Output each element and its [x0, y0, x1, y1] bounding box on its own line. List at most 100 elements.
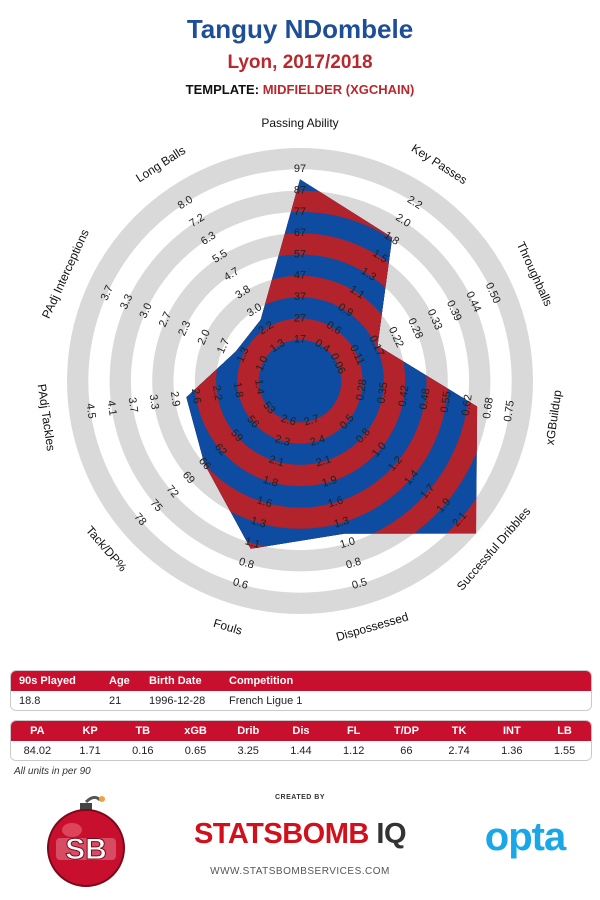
tick-label: 3.7: [126, 397, 140, 414]
stats-header-cell: FL: [346, 725, 361, 737]
tick-label: 1.7: [215, 337, 232, 356]
logo-text: SB: [65, 833, 107, 866]
stats-value-cell: 0.65: [184, 744, 207, 757]
tick-label: 77: [294, 206, 306, 218]
stats-header-cell: KP: [82, 725, 98, 737]
stats-table: PA KP TB xGB Drib Dis FL T/DP TK INT LB 84.02 1.71 0…: [10, 720, 592, 761]
stats-header-cell: Dis: [292, 725, 310, 737]
stats-value-cell: 1.55: [553, 744, 576, 757]
tick-label: 27: [294, 312, 306, 324]
tick-label: 0.68: [481, 397, 496, 420]
tick-label: 1.4: [252, 378, 266, 395]
tick-label: 0.8: [237, 556, 255, 572]
info-header-cell: 90s Played: [19, 675, 76, 687]
tick-label: 57: [294, 248, 306, 260]
info-value-cell: 21: [109, 694, 122, 707]
tick-label: 2.6: [279, 413, 297, 429]
website-url: WWW.STATSBOMBSERVICES.COM: [210, 866, 390, 877]
stats-table-row: 84.02 1.71 0.16 0.65 3.25 1.44 1.12 66 2.74 1.36 1…: [11, 741, 591, 760]
stats-value-cell: 1.12: [342, 744, 365, 757]
tick-label: 4.5: [84, 403, 98, 420]
stats-value-cell: 3.25: [237, 744, 259, 757]
stats-table-header: PA KP TB xGB Drib Dis FL T/DP TK INT LB: [11, 721, 591, 741]
stats-value-cell: 1.44: [290, 744, 312, 757]
axis-label: Dispossessed: [334, 610, 410, 645]
tick-label: 2.9: [168, 391, 182, 408]
info-table: 90s Played Age Birth Date Competition 18…: [10, 670, 592, 711]
tick-label: 17: [294, 334, 306, 346]
axis-label: Long Balls: [133, 143, 188, 185]
tick-label: 2.7: [157, 310, 174, 329]
tick-label: 1.8: [231, 381, 245, 398]
info-value-cell: 1996-12-28: [149, 694, 206, 707]
tick-label: 2.6: [189, 388, 203, 405]
info-header-cell: Birth Date: [149, 675, 202, 687]
tick-label: 3.0: [137, 301, 154, 320]
tick-label: 0.48: [418, 388, 433, 411]
stats-value-cell: 1.71: [79, 744, 101, 757]
tick-label: 0.8: [345, 556, 363, 572]
tick-label: 0.28: [354, 378, 369, 401]
info-value-cell: 18.8: [19, 694, 41, 707]
tick-label: 0.35: [375, 381, 390, 404]
info-header-cell: Age: [109, 675, 130, 687]
tick-label: 2.4: [309, 433, 327, 449]
player-name: Tanguy NDombele: [186, 14, 414, 44]
stats-header-cell: Drib: [237, 725, 260, 737]
tick-label: 1.0: [339, 535, 357, 551]
axis-label: xGBuildup: [543, 389, 565, 446]
info-table-header: 90s Played Age Birth Date Competition: [11, 671, 591, 691]
tick-label: 1.6: [327, 494, 345, 510]
tick-label: 1.3: [249, 515, 267, 531]
tick-label: 1.3: [333, 515, 351, 531]
stats-header-cell: xGB: [184, 725, 207, 737]
team-season: Lyon, 2017/2018: [227, 52, 373, 73]
tick-label: 1.1: [243, 535, 261, 551]
tick-label: 97: [294, 163, 306, 175]
tick-label: 1.9: [321, 474, 339, 490]
tick-label: 2.0: [196, 328, 213, 347]
stats-header-cell: INT: [502, 725, 521, 737]
tick-label: 0.55: [439, 391, 454, 414]
tick-label: 0.5: [351, 576, 369, 592]
brand-iq: IQ: [376, 818, 407, 850]
axis-label: Passing Ability: [261, 116, 338, 130]
statsbomb-brand: STATSBOMB IQ: [170, 818, 430, 851]
units-note: All units in per 90: [14, 766, 91, 777]
tick-label: 3.3: [118, 292, 135, 311]
opta-logo: opta: [484, 815, 566, 859]
stats-value-cell: 2.74: [448, 744, 470, 757]
stats-header-cell: PA: [30, 725, 45, 737]
tick-label: 2.1: [267, 453, 285, 469]
tick-label: 3.7: [99, 284, 116, 303]
stats-value-cell: 1.36: [501, 744, 523, 757]
tick-label: 2.7: [303, 413, 321, 429]
statsbomb-bomb-logo: SB: [47, 795, 125, 887]
tick-label: 0.75: [502, 400, 517, 423]
radar-chart: 1727374757677787970.40.60.91.11.31.51.82…: [35, 116, 565, 645]
axis-label: Throughballs: [514, 239, 556, 308]
tick-label: 1.3: [234, 346, 251, 365]
info-value-cell: French Ligue 1: [229, 694, 303, 707]
tick-label: 4.1: [105, 400, 119, 417]
tick-label: 2.1: [315, 453, 333, 469]
stats-value-cell: 66: [400, 744, 413, 757]
tick-label: 67: [294, 227, 306, 239]
stats-value-cell: 84.02: [23, 744, 52, 757]
tick-label: 3.3: [147, 394, 161, 411]
tick-label: 87: [294, 185, 306, 197]
created-by-label: CREATED BY: [275, 794, 325, 801]
template-line: TEMPLATE: MIDFIELDER (XGCHAIN): [0, 82, 600, 97]
stats-header-cell: TB: [135, 725, 151, 737]
tick-label: 1.6: [255, 494, 273, 510]
tick-label: 0.42: [397, 385, 412, 408]
brand-statsbomb: STATSBOMB: [193, 818, 369, 850]
stats-value-cell: 0.16: [132, 744, 154, 757]
stats-header-cell: LB: [557, 725, 572, 737]
tick-label: 1.8: [261, 474, 279, 490]
tick-label: 37: [294, 291, 306, 303]
tick-label: 0.62: [460, 394, 475, 417]
tick-label: 2.2: [210, 384, 224, 401]
stats-header-cell: TK: [451, 725, 467, 737]
radar-core: [279, 360, 321, 402]
